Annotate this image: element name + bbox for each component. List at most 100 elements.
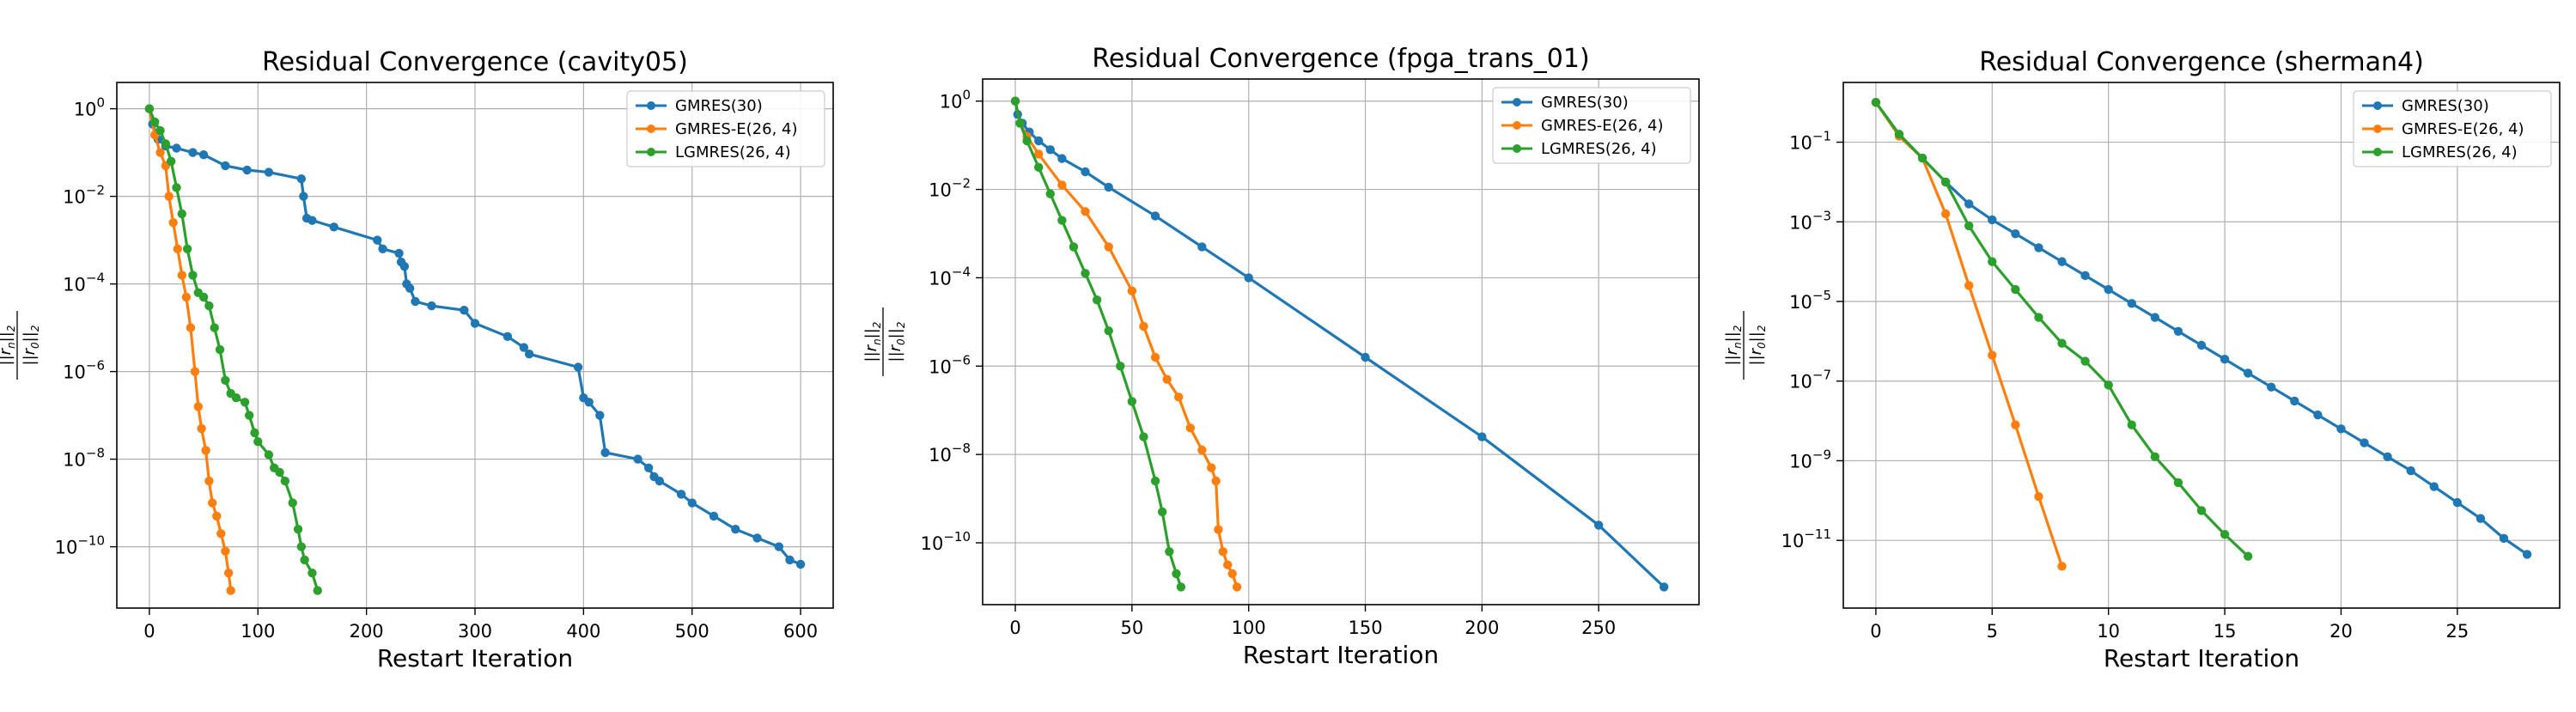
data-point [288, 498, 297, 508]
data-point [164, 192, 174, 201]
data-point [155, 148, 165, 157]
legend-marker [647, 125, 655, 133]
data-point [280, 476, 290, 486]
series-line [1014, 100, 1666, 588]
data-point [296, 174, 307, 184]
y-tick-label: 10−4 [929, 264, 971, 289]
series-line [1874, 101, 2528, 556]
data-point [1033, 136, 1044, 146]
data-point [378, 244, 387, 253]
data-point [2034, 313, 2043, 322]
data-point [2011, 420, 2020, 429]
data-point [2127, 420, 2136, 429]
data-point [399, 262, 410, 271]
data-point [595, 411, 605, 420]
x-tick-label: 0 [143, 621, 155, 642]
data-point [655, 476, 665, 486]
svg-text:||r0||2: ||r0||2 [886, 322, 907, 362]
y-axis-label: ||rn||2||r0||2 [1723, 311, 1768, 380]
legend-label: GMRES-E(26, 4) [1541, 117, 1664, 135]
data-point [2196, 506, 2207, 515]
y-tick-label: 10−5 [1789, 288, 1831, 313]
data-point [752, 533, 762, 543]
legend-label: LGMRES(26, 4) [2402, 143, 2518, 161]
data-point [299, 192, 308, 201]
plot-frame [982, 78, 1700, 606]
data-point [208, 498, 217, 508]
data-point [188, 271, 198, 280]
data-point [2034, 491, 2043, 502]
data-point [216, 529, 226, 539]
data-point [182, 244, 192, 253]
data-point [1227, 569, 1237, 579]
legend-label: GMRES(30) [1541, 94, 1629, 112]
data-point [1223, 560, 1233, 569]
y-tick-label: 10−11 [1781, 526, 1831, 551]
data-point [210, 323, 219, 332]
legend-marker [647, 148, 655, 156]
data-point [190, 367, 200, 376]
data-point [519, 343, 529, 352]
chart-panel-1: 0 100 200 300 400 500 600 100 10−2 10−4 10−6 10−8 10… [0, 47, 834, 672]
y-tick-label: 10−6 [929, 352, 971, 377]
data-point [2406, 466, 2415, 476]
data-point [1185, 423, 1195, 433]
plot-frame [1842, 82, 2561, 609]
data-point [2173, 326, 2183, 336]
x-tick-label: 200 [350, 621, 384, 642]
x-tick-label: 100 [241, 621, 275, 642]
data-point [2267, 382, 2276, 392]
y-tick-label: 10−6 [63, 358, 105, 383]
data-point [1172, 569, 1181, 579]
legend-marker [2373, 148, 2382, 156]
data-point [264, 450, 274, 459]
data-point [275, 467, 284, 478]
data-point [1176, 582, 1186, 592]
y-tick-label: 10−3 [1789, 208, 1831, 233]
data-point [201, 446, 210, 455]
data-point [2057, 338, 2067, 348]
data-point [1010, 96, 1020, 106]
data-point [2173, 478, 2183, 488]
data-point [2499, 533, 2509, 544]
data-point [296, 542, 307, 551]
data-point [1207, 463, 1216, 472]
y-tick-label: 100 [74, 95, 105, 120]
data-point [731, 525, 740, 534]
y-axis-label: ||rn||2||r0||2 [0, 311, 41, 380]
data-point [2057, 562, 2067, 571]
data-point [1988, 350, 1997, 360]
data-point [502, 332, 513, 341]
legend-label: GMRES-E(26, 4) [675, 120, 798, 138]
legend: GMRES(30) GMRES-E(26, 4) LGMRES(26, 4) [626, 90, 825, 167]
data-point [300, 555, 309, 565]
data-point [676, 490, 686, 499]
data-point [785, 555, 795, 565]
legend-marker [2373, 101, 2382, 110]
y-tick-label: 10−8 [929, 441, 971, 466]
data-point [687, 498, 697, 508]
data-point [1104, 182, 1113, 192]
data-point [584, 398, 594, 407]
data-point [1045, 189, 1055, 198]
y-tick-label: 10−1 [1789, 129, 1831, 154]
y-tick-label: 10−4 [63, 271, 105, 295]
y-tick-label: 10−10 [55, 533, 105, 558]
series-gmres-e-26-4 [144, 104, 235, 595]
data-point [2383, 452, 2392, 462]
data-point [460, 306, 469, 315]
data-point [188, 148, 198, 157]
data-point [161, 139, 171, 149]
x-tick-label: 300 [458, 621, 492, 642]
series-gmres-e-26-4 [1010, 96, 1242, 592]
chart-title: Residual Convergence (cavity05) [262, 47, 688, 77]
data-point [1150, 476, 1160, 486]
x-axis-label: Restart Iteration [1243, 641, 1439, 669]
chart-panel-3: 0 5 10 15 20 25 10−1 10−3 10−5 10−7 10−9 10−11 Resid… [1723, 47, 2561, 672]
series-line [1874, 101, 2064, 567]
data-point [308, 216, 317, 225]
x-tick-label: 250 [1581, 618, 1616, 638]
data-point [329, 222, 338, 232]
data-point [264, 167, 274, 177]
data-point [172, 143, 181, 153]
